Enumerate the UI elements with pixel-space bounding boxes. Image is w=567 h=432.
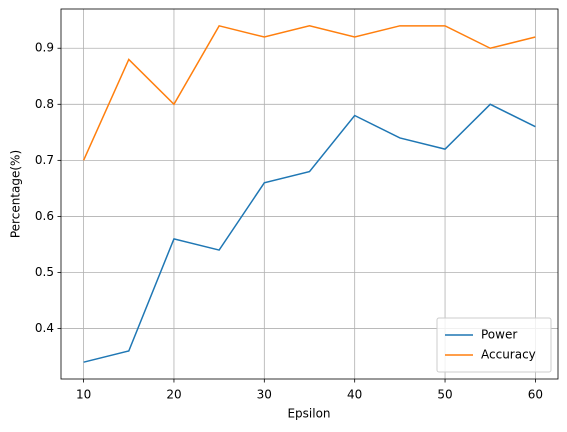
legend-label: Accuracy [481, 348, 536, 362]
x-tick-label: 50 [437, 388, 452, 402]
legend-box [436, 317, 552, 373]
y-tick-label: 0.4 [35, 321, 54, 335]
x-tick-label: 60 [528, 388, 543, 402]
line [83, 103, 536, 363]
y-tick-label: 0.7 [35, 153, 54, 167]
x-tick-label: 40 [347, 388, 362, 402]
line [82, 24, 536, 161]
y-tick-label: 0.5 [35, 265, 54, 279]
x-tick-label: 20 [166, 388, 181, 402]
y-axis-label: Percentage(%) [9, 150, 23, 238]
plot-frame [60, 8, 559, 380]
y-tick-label: 0.8 [35, 97, 54, 111]
x-tick-label: 30 [257, 388, 272, 402]
y-tick-label: 0.6 [35, 209, 54, 223]
legend-label: Power [481, 328, 517, 342]
x-axis-label: Epsilon [287, 407, 330, 421]
y-tick-label: 0.9 [35, 41, 54, 55]
x-tick-label: 10 [76, 388, 91, 402]
legend: Power Accuracy [436, 317, 552, 373]
